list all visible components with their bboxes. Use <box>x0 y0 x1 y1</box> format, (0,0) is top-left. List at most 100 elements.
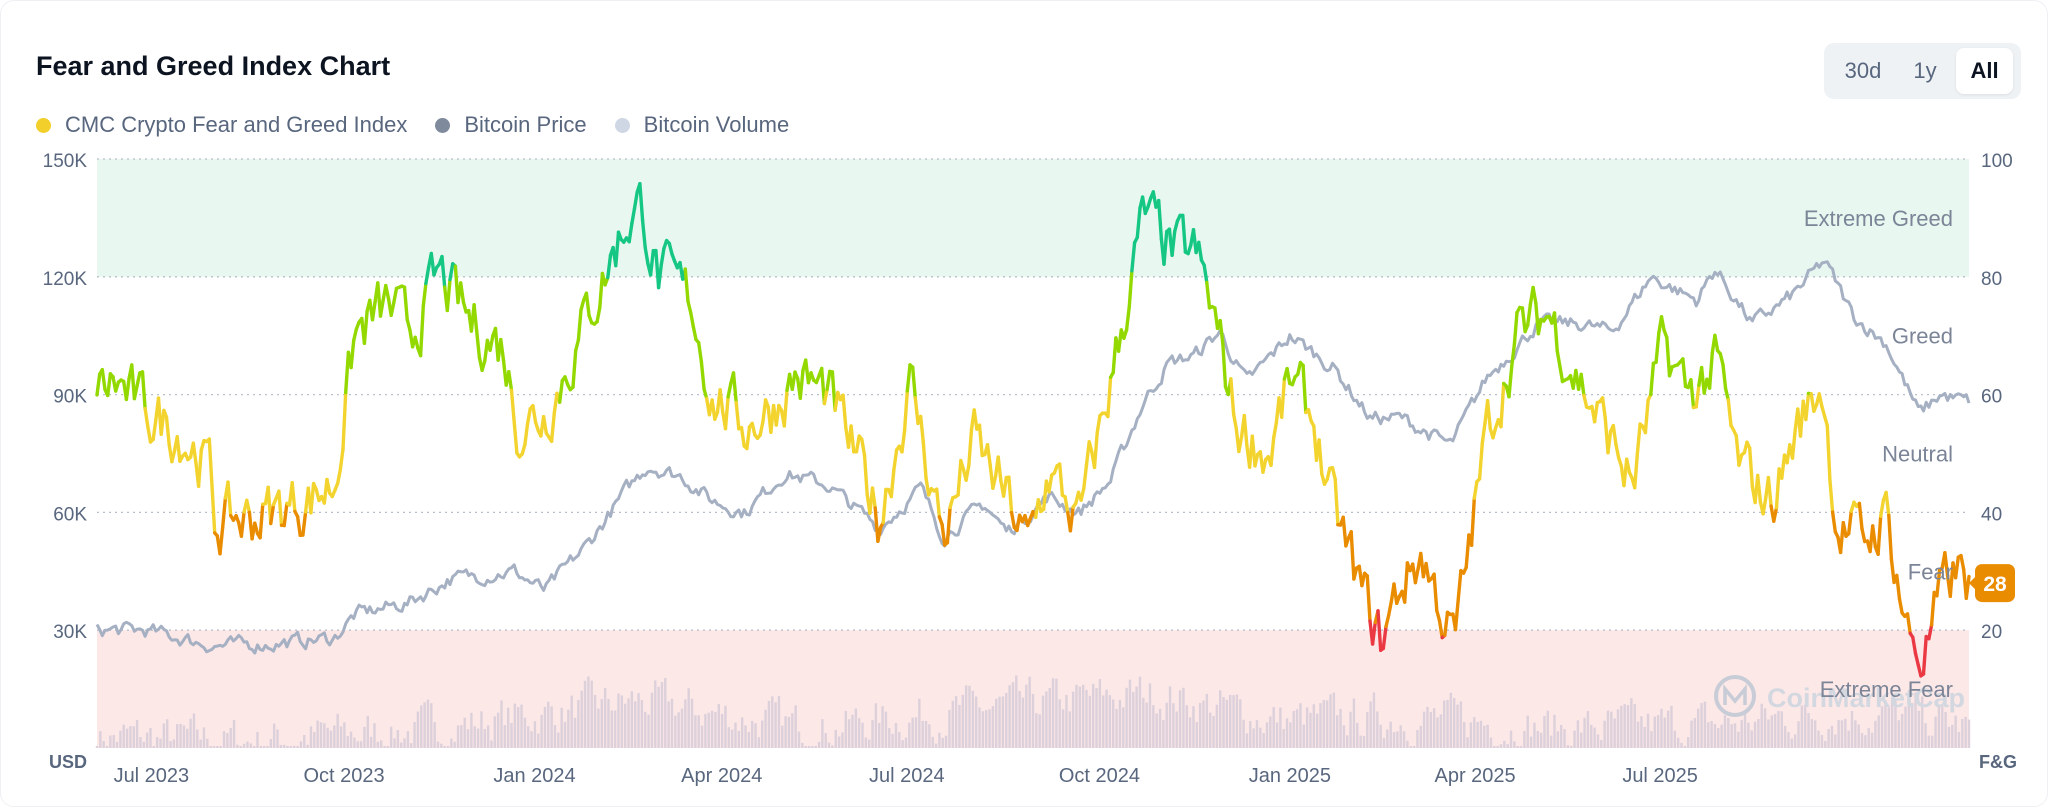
volume-bar <box>420 705 423 748</box>
volume-bar <box>1185 705 1188 748</box>
volume-bar <box>807 746 811 748</box>
fear-greed-line-segment <box>900 428 907 454</box>
volume-bar <box>1322 699 1326 748</box>
volume-bar <box>1152 705 1155 748</box>
volume-bar <box>1429 711 1432 748</box>
fear-greed-line-segment <box>761 398 768 424</box>
fear-greed-line-segment <box>301 510 308 537</box>
volume-bar <box>400 742 403 748</box>
fear-greed-line-segment <box>1841 521 1848 538</box>
volume-bar <box>1048 687 1051 748</box>
volume-bar <box>413 721 416 748</box>
volume-bar <box>1697 708 1700 748</box>
fear-greed-line-segment <box>418 304 425 358</box>
volume-bar <box>1687 737 1690 748</box>
volume-bar <box>125 728 129 748</box>
volume-bar <box>1610 711 1613 748</box>
fear-greed-line-segment <box>1665 335 1672 378</box>
fear-greed-line-segment <box>132 383 139 401</box>
volume-bar <box>637 693 640 748</box>
volume-bar <box>1272 707 1275 748</box>
volume-bar <box>1910 702 1914 748</box>
volume-bar <box>1249 721 1252 748</box>
volume-bar <box>1606 710 1610 748</box>
volume-bar <box>1590 724 1593 748</box>
volume-bar <box>323 723 326 748</box>
volume-bar <box>1660 708 1663 748</box>
volume-bar <box>627 698 630 748</box>
legend-item-fear-greed[interactable]: CMC Crypto Fear and Greed Index <box>36 112 407 138</box>
volume-bar <box>988 709 991 748</box>
fear-greed-line-segment <box>421 281 428 308</box>
legend-item-bitcoin-volume[interactable]: Bitcoin Volume <box>614 112 789 138</box>
fear-greed-line-segment <box>911 365 917 400</box>
volume-bar <box>216 746 219 748</box>
volume-bar <box>1703 701 1707 748</box>
volume-bar <box>1620 705 1623 748</box>
volume-bar <box>446 746 450 748</box>
volume-bar <box>443 746 446 748</box>
fear-greed-line-segment <box>1202 263 1209 285</box>
fear-greed-line-segment <box>1953 555 1961 580</box>
legend-item-bitcoin-price[interactable]: Bitcoin Price <box>435 112 587 138</box>
fear-greed-line-segment <box>1181 213 1188 254</box>
volume-bar <box>115 741 119 748</box>
fear-greed-line-segment <box>656 262 663 290</box>
volume-bar <box>1262 733 1265 748</box>
range-all-button[interactable]: All <box>1956 48 2013 94</box>
volume-bar <box>1145 702 1148 748</box>
fear-greed-line-segment <box>841 393 848 430</box>
volume-bar <box>162 723 166 748</box>
fear-greed-line-segment <box>1063 495 1070 515</box>
fear-greed-line-segment <box>1964 574 1971 600</box>
fear-greed-line-segment <box>1279 377 1287 419</box>
volume-bar <box>1516 746 1519 748</box>
fear-greed-line-segment <box>697 340 704 364</box>
volume-bar <box>1359 735 1362 748</box>
volume-bar <box>1369 701 1372 748</box>
volume-bar <box>333 725 336 748</box>
volume-bar <box>1269 716 1272 748</box>
range-1y-button[interactable]: 1y <box>1913 58 1937 83</box>
fear-greed-line-segment <box>1349 530 1356 581</box>
volume-bar <box>1713 723 1717 748</box>
volume-bar <box>1265 722 1269 748</box>
fear-greed-line-segment <box>1237 434 1244 454</box>
volume-bar <box>283 744 286 748</box>
volume-bar <box>169 741 172 748</box>
volume-bar <box>229 728 232 748</box>
volume-bar <box>1342 725 1346 748</box>
volume-bar <box>1543 715 1546 748</box>
volume-bar <box>871 720 874 748</box>
fear-greed-line-segment <box>1558 363 1565 384</box>
volume-bar <box>152 746 156 748</box>
fear-greed-line-segment <box>1611 423 1618 447</box>
current-value-text: 28 <box>1983 573 2007 596</box>
volume-bar <box>1473 717 1476 748</box>
volume-bar <box>1941 705 1944 748</box>
volume-bar <box>1934 716 1937 748</box>
volume-bar <box>1513 741 1516 748</box>
volume-bar <box>580 690 583 748</box>
x-tick-label: Jul 2025 <box>1622 765 1698 787</box>
fear-greed-line-segment <box>1897 597 1904 615</box>
volume-bar <box>426 699 430 748</box>
volume-bar <box>1503 740 1506 748</box>
volume-bar <box>901 740 904 748</box>
volume-bar <box>961 694 964 748</box>
watermark-text: CoinMarketCap <box>1767 683 1965 713</box>
volume-bar <box>279 744 283 748</box>
range-30d-button[interactable]: 30d <box>1844 58 1882 83</box>
fear-greed-line-segment <box>985 443 992 467</box>
fear-greed-chart[interactable]: CoinMarketCap 150K 120K 90K 60K 30K 100 80 60 40… <box>1 141 2048 791</box>
fear-greed-line-segment <box>290 481 297 514</box>
volume-bar <box>1463 722 1466 748</box>
volume-bar <box>1743 710 1747 748</box>
zone-label: Extreme Greed <box>1804 206 1953 231</box>
volume-bar <box>644 711 647 748</box>
volume-bar <box>610 710 613 748</box>
volume-bar <box>1098 679 1102 748</box>
fear-greed-line-segment <box>1424 561 1431 583</box>
volume-bar <box>1680 742 1683 748</box>
volume-bar <box>239 746 242 748</box>
